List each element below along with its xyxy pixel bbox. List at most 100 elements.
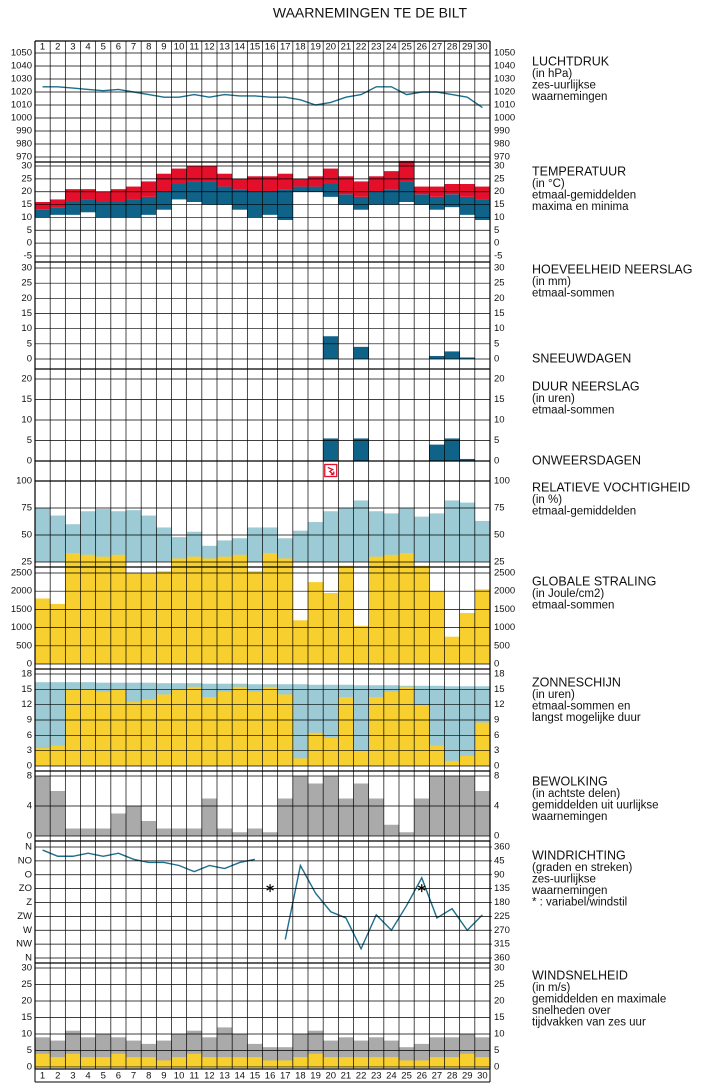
- bar: [323, 737, 339, 766]
- day-label: 20: [325, 1071, 336, 1082]
- y-tick-label: 30: [21, 161, 32, 172]
- y-tick-label-right: 12: [494, 699, 505, 710]
- y-tick-label-right: 500: [494, 640, 510, 651]
- bar: [308, 522, 324, 562]
- day-label: 24: [386, 42, 397, 53]
- y-tick-label: 25: [21, 278, 32, 289]
- y-tick-label-right: 10: [494, 1029, 505, 1040]
- y-tick-label: 8: [27, 771, 32, 782]
- day-label: 20: [325, 42, 336, 53]
- day-label: 5: [101, 42, 106, 53]
- y-tick-label: 0: [27, 1062, 32, 1073]
- y-tick-label-right: 20: [494, 374, 505, 385]
- bar: [353, 783, 369, 836]
- bar: [247, 1057, 263, 1067]
- y-tick-label: 50: [21, 530, 32, 541]
- bar: [444, 1057, 460, 1067]
- panel-subtitle: waarnemingen: [531, 885, 607, 897]
- bar: [459, 686, 475, 766]
- temperature-segment: [156, 191, 172, 210]
- temperature-segment: [262, 176, 278, 192]
- bar: [186, 828, 202, 836]
- bar: [459, 458, 475, 461]
- bar: [308, 732, 324, 766]
- bar: [277, 798, 293, 836]
- bar: [126, 702, 142, 766]
- temperature-segment: [474, 199, 490, 220]
- bar: [156, 828, 172, 836]
- y-tick-label: O: [25, 869, 32, 880]
- y-tick-label: 1040: [11, 61, 32, 72]
- bar: [217, 828, 233, 836]
- y-tick-label: N: [25, 953, 32, 964]
- bar: [186, 556, 202, 664]
- y-tick-label: 20: [21, 293, 32, 304]
- y-tick-label-right: 1010: [494, 100, 515, 111]
- bar: [474, 722, 490, 766]
- y-tick-label: 5: [27, 1045, 32, 1056]
- y-tick-label-right: 8: [494, 771, 499, 782]
- variable-marker: [417, 884, 426, 893]
- y-tick-label: Z: [26, 897, 32, 908]
- bar: [65, 552, 81, 664]
- panel-subtitle: etmaal-sommen: [532, 600, 614, 612]
- bar: [368, 511, 384, 562]
- bar: [50, 745, 66, 766]
- y-tick-label: 25: [21, 979, 32, 990]
- bar: [35, 1053, 51, 1067]
- y-tick-label: 100: [16, 476, 32, 487]
- temperature-segment: [171, 168, 187, 184]
- day-label: 16: [265, 42, 276, 53]
- y-tick-label-right: 0: [494, 238, 499, 249]
- temperature-segment: [399, 160, 415, 182]
- bar: [338, 1057, 354, 1067]
- day-label: 26: [416, 42, 427, 53]
- day-label: 17: [280, 1071, 291, 1082]
- bar: [50, 515, 66, 562]
- day-label: 7: [131, 1071, 136, 1082]
- bar: [444, 351, 460, 359]
- bar: [95, 509, 111, 562]
- panel-subtitle: (in achtste delen): [532, 788, 620, 800]
- y-tick-label: ZO: [19, 883, 32, 894]
- y-tick-label-right: -5: [494, 251, 502, 262]
- panel-subtitle: (in °C): [532, 178, 565, 190]
- y-tick-label-right: 20: [494, 293, 505, 304]
- panel-subtitle: gemiddelden en maximale: [532, 994, 666, 1006]
- y-tick-label: NW: [16, 939, 32, 950]
- y-tick-label-right: 10: [494, 212, 505, 223]
- panel-subtitle: langst mogelijke duur: [532, 712, 641, 724]
- bar: [399, 832, 415, 836]
- day-label: 10: [174, 42, 185, 53]
- bar: [429, 513, 445, 562]
- bar: [95, 1057, 111, 1067]
- bar: [277, 558, 293, 664]
- bar: [262, 686, 278, 766]
- day-label: 10: [174, 1071, 185, 1082]
- bar: [323, 438, 339, 461]
- y2-tick-label: 360: [494, 953, 510, 964]
- day-label: 30: [477, 1071, 488, 1082]
- day-label: 25: [401, 42, 412, 53]
- y2-tick-label: 45: [494, 855, 505, 866]
- bar: [292, 1057, 308, 1067]
- y-tick-label: 3: [27, 745, 32, 756]
- temperature-segment: [95, 191, 111, 202]
- bar: [338, 697, 354, 766]
- bar: [323, 593, 339, 664]
- bar: [474, 791, 490, 836]
- temperature-segment: [323, 184, 339, 197]
- day-label: 5: [101, 1071, 106, 1082]
- temperature-segment: [80, 199, 96, 213]
- grid: [34, 40, 492, 1083]
- day-label: 1: [40, 1071, 45, 1082]
- y-tick-label: 0: [27, 761, 32, 772]
- y-tick-label-right: 0: [494, 1062, 499, 1073]
- y-tick-label: 1050: [11, 48, 32, 59]
- panel-subtitle: (in hPa): [532, 68, 572, 80]
- bar: [141, 573, 157, 664]
- day-label: 12: [204, 42, 215, 53]
- y-tick-label: 15: [21, 199, 32, 210]
- temperature-segment: [277, 173, 293, 190]
- y2-tick-label: 360: [494, 842, 510, 853]
